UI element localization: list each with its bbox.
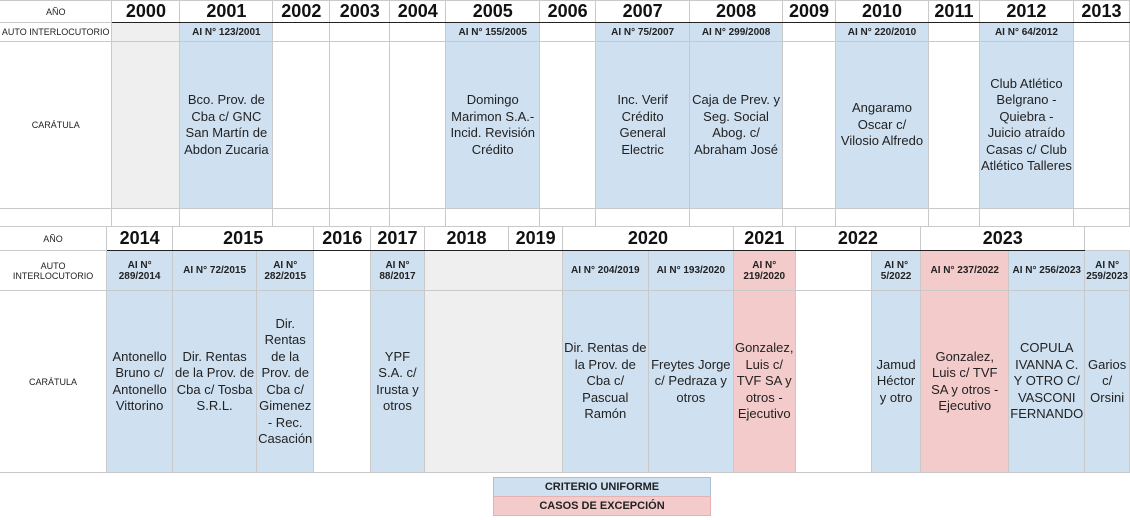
caratula-cell: Jamud Héctor y otro [870,290,922,473]
year-cell: 2023 [920,226,1086,251]
year-cell: 2020 [561,226,734,251]
ai-cell [272,22,331,42]
ai-cell: AI N° 259/2023 [1084,250,1130,291]
caratula-cell [1072,41,1130,209]
year-row-label: AÑO [0,0,113,23]
year-cell: 2004 [389,0,447,23]
caratula-cell: Inc. Verif Crédito General Electric [595,41,691,209]
caratula-cell: Gonzalez, Luis c/ TVF SA y otros - Ejecu… [920,290,1010,473]
ai-cell: AI N° 256/2023 [1008,250,1086,291]
caratula-cell [272,41,331,209]
caratula-cell [423,290,563,473]
ai-cell: AI N° 193/2020 [647,250,734,291]
caratula-cell: COPULA IVANNA C. Y OTRO C/ VASCONI FERNA… [1008,290,1086,473]
ai-cell [1072,22,1130,42]
year-row: AÑO 2000 2001 2002 2003 2004 2005 2006 2… [0,0,1130,23]
caratula-cell: Antonello Bruno c/ Antonello Vittorino [106,290,174,473]
year-cell: 2006 [539,0,597,23]
year-row: AÑO 2014 2015 2016 2017 2018 2019 2020 2… [0,226,1130,251]
legend-exception-cases: CASOS DE EXCEPCIÓN [493,496,711,516]
auto-row: AUTO INTERLOCUTORIO AI N° 123/2001 AI N°… [0,22,1130,42]
year-cell: 2005 [445,0,541,23]
ai-cell [313,250,372,291]
year-cell: 2008 [689,0,784,23]
caratula-cell [111,41,181,209]
year-cell: 2016 [313,226,372,251]
ai-cell: AI N° 237/2022 [920,250,1010,291]
year-cell: 2014 [106,226,174,251]
ai-cell: AI N° 155/2005 [445,22,541,42]
caratula-cell [539,41,597,209]
ai-cell: AI N° 75/2007 [595,22,691,42]
year-cell: 2000 [111,0,181,23]
ai-cell: AI N° 289/2014 [106,250,174,291]
spacer-row [0,208,1130,227]
year-cell: 2019 [508,226,563,251]
year-cell: 2022 [794,226,922,251]
year-cell: 2013 [1072,0,1130,23]
ai-cell: AI N° 5/2022 [870,250,922,291]
caratula-cell: Garios c/ Orsini [1084,290,1130,473]
caratula-cell [329,41,391,209]
caratula-cell: Dir. Rentas de la Prov. de Cba c/ Gimene… [256,290,315,473]
caratula-cell: Gonzalez, Luis c/ TVF SA y otros - Ejecu… [732,290,796,473]
ai-cell [782,22,837,42]
year-cell: 2012 [978,0,1074,23]
caratula-cell [313,290,372,473]
year-cell: 2007 [595,0,691,23]
caratula-cell: Dir. Rentas de la Prov. de Cba c/ Pascua… [561,290,649,473]
caratula-cell [782,41,837,209]
year-cell: 2017 [370,226,425,251]
year-cell: 2015 [172,226,315,251]
year-row-label: AÑO [0,226,108,251]
caratula-row-label: CARÁTULA [0,41,113,209]
caratula-cell: Caja de Prev. y Seg. Social Abog. c/ Abr… [689,41,784,209]
ai-cell: AI N° 282/2015 [256,250,315,291]
auto-row-label: AUTO INTERLOCUTORIO [0,22,113,42]
ai-cell: AI N° 299/2008 [689,22,784,42]
ai-cell [927,22,980,42]
caratula-cell [389,41,447,209]
ai-cell [423,250,563,291]
caratula-row-label: CARÁTULA [0,290,108,473]
ai-cell: AI N° 219/2020 [732,250,796,291]
auto-row-label: AUTO INTERLOCUTORIO [0,250,108,291]
ai-cell [111,22,181,42]
ai-cell [539,22,597,42]
year-cell: 2010 [835,0,929,23]
caratula-cell: Bco. Prov. de Cba c/ GNC San Martín de A… [179,41,274,209]
caratula-cell: Club Atlético Belgrano - Quiebra - Juici… [978,41,1074,209]
caratula-row: CARÁTULA Bco. Prov. de Cba c/ GNC San Ma… [0,41,1130,209]
year-cell: 2002 [272,0,331,23]
timeline-table-2014-2023: AÑO 2014 2015 2016 2017 2018 2019 2020 2… [0,226,1130,473]
year-cell: 2009 [782,0,837,23]
caratula-cell [927,41,980,209]
ai-cell [329,22,391,42]
year-cell: 2001 [179,0,274,23]
caratula-cell: Angaramo Oscar c/ Vilosio Alfredo [835,41,929,209]
caratula-cell: Dir. Rentas de la Prov. de Cba c/ Tosba … [172,290,258,473]
caratula-cell: Domingo Marimon S.A.- Incid. Revisión Cr… [445,41,541,209]
caratula-cell: Freytes Jorge c/ Pedraza y otros [647,290,734,473]
ai-cell: AI N° 220/2010 [835,22,929,42]
year-cell: 2021 [732,226,796,251]
timeline-table-2000-2013: AÑO 2000 2001 2002 2003 2004 2005 2006 2… [0,0,1130,227]
caratula-row: CARÁTULA Antonello Bruno c/ Antonello Vi… [0,290,1130,473]
year-cell: 2003 [329,0,391,23]
ai-cell [794,250,872,291]
year-cell: 2011 [927,0,980,23]
ai-cell: AI N° 123/2001 [179,22,274,42]
ai-cell [389,22,447,42]
legend-uniform-criterion: CRITERIO UNIFORME [493,477,711,497]
caratula-cell: YPF S.A. c/ Irusta y otros [370,290,425,473]
ai-cell: AI N° 72/2015 [172,250,258,291]
year-cell: 2018 [423,226,510,251]
caratula-cell [794,290,872,473]
ai-cell: AI N° 88/2017 [370,250,425,291]
ai-cell: AI N° 64/2012 [978,22,1074,42]
ai-cell: AI N° 204/2019 [561,250,649,291]
auto-row: AUTO INTERLOCUTORIO AI N° 289/2014 AI N°… [0,250,1130,291]
